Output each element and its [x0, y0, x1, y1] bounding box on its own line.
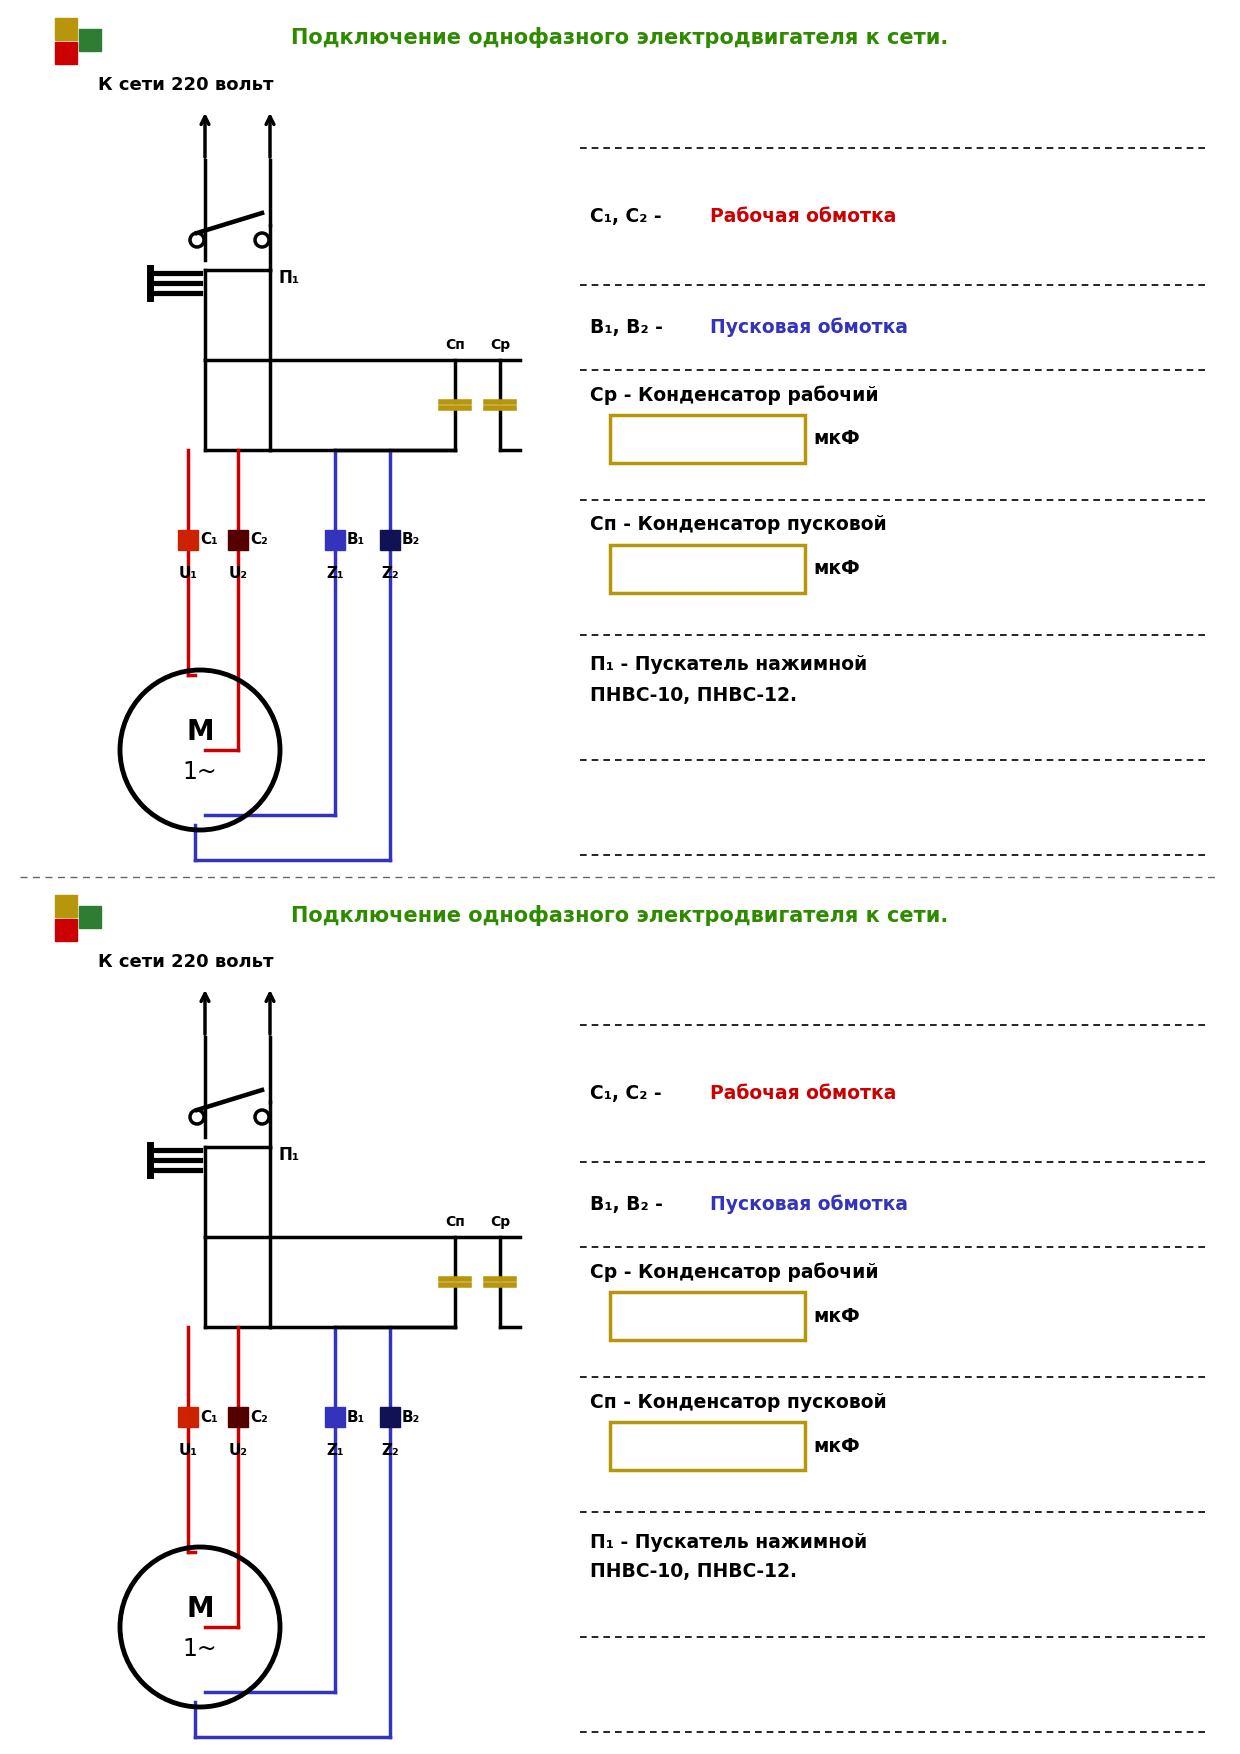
Text: Ср - Конденсатор рабочий: Ср - Конденсатор рабочий: [590, 1263, 879, 1282]
Text: Z₁: Z₁: [326, 567, 343, 581]
Text: С₁: С₁: [200, 1410, 218, 1424]
Bar: [55, 18, 77, 40]
Bar: [610, 1293, 805, 1340]
Text: Подключение однофазного электродвигателя к сети.: Подключение однофазного электродвигателя…: [291, 28, 949, 49]
Text: В₂: В₂: [402, 533, 420, 547]
Text: Сп: Сп: [445, 339, 465, 353]
Bar: [325, 530, 345, 551]
Text: Z₂: Z₂: [381, 567, 399, 581]
Text: Ср: Ср: [490, 339, 510, 353]
Bar: [55, 895, 77, 917]
Text: U₁: U₁: [179, 567, 197, 581]
Text: Пусковая обмотка: Пусковая обмотка: [711, 1194, 908, 1214]
Text: В₁: В₁: [347, 533, 366, 547]
Text: П₁: П₁: [278, 268, 299, 288]
Text: Ср - Конденсатор рабочий: Ср - Конденсатор рабочий: [590, 386, 879, 405]
Text: П₁ - Пускатель нажимной: П₁ - Пускатель нажимной: [590, 656, 867, 675]
Text: Подключение однофазного электродвигателя к сети.: Подключение однофазного электродвигателя…: [291, 905, 949, 926]
Bar: [379, 530, 401, 551]
Text: Сп - Конденсатор пусковой: Сп - Конденсатор пусковой: [590, 1393, 887, 1412]
Bar: [379, 1407, 401, 1428]
Text: мкФ: мкФ: [813, 560, 859, 579]
Bar: [79, 30, 100, 51]
Text: С₁, С₂ -: С₁, С₂ -: [590, 207, 668, 226]
Bar: [55, 919, 77, 940]
Bar: [610, 1422, 805, 1470]
Text: С₁: С₁: [200, 533, 218, 547]
Text: Z₂: Z₂: [381, 1444, 399, 1458]
Text: П₁: П₁: [278, 1145, 299, 1165]
Bar: [228, 1407, 248, 1428]
Text: мкФ: мкФ: [813, 1437, 859, 1456]
Text: Пусковая обмотка: Пусковая обмотка: [711, 317, 908, 337]
Text: Рабочая обмотка: Рабочая обмотка: [711, 1084, 897, 1103]
Text: U₂: U₂: [228, 567, 248, 581]
Text: В₁, В₂ -: В₁, В₂ -: [590, 1194, 670, 1214]
Text: В₁, В₂ -: В₁, В₂ -: [590, 317, 670, 337]
Bar: [179, 1407, 198, 1428]
Bar: [325, 1407, 345, 1428]
Text: мкФ: мкФ: [813, 430, 859, 449]
Text: Ср: Ср: [490, 1216, 510, 1230]
Text: С₁, С₂ -: С₁, С₂ -: [590, 1084, 668, 1103]
Text: U₂: U₂: [228, 1444, 248, 1458]
Text: С₂: С₂: [250, 533, 268, 547]
Text: К сети 220 вольт: К сети 220 вольт: [98, 75, 274, 95]
Text: В₂: В₂: [402, 1410, 420, 1424]
Text: Рабочая обмотка: Рабочая обмотка: [711, 207, 897, 226]
Bar: [179, 530, 198, 551]
Text: Сп - Конденсатор пусковой: Сп - Конденсатор пусковой: [590, 516, 887, 535]
Text: M: M: [186, 1594, 213, 1622]
Text: мкФ: мкФ: [813, 1307, 859, 1326]
Text: Z₁: Z₁: [326, 1444, 343, 1458]
Text: ПНВС-10, ПНВС-12.: ПНВС-10, ПНВС-12.: [590, 1563, 797, 1582]
Text: ПНВС-10, ПНВС-12.: ПНВС-10, ПНВС-12.: [590, 686, 797, 705]
Text: В₁: В₁: [347, 1410, 366, 1424]
Text: Сп: Сп: [445, 1216, 465, 1230]
Bar: [610, 416, 805, 463]
Text: 1~: 1~: [182, 759, 217, 784]
Bar: [55, 42, 77, 63]
Bar: [228, 530, 248, 551]
Text: 1~: 1~: [182, 1636, 217, 1661]
Text: С₂: С₂: [250, 1410, 268, 1424]
Bar: [610, 545, 805, 593]
Text: M: M: [186, 717, 213, 745]
Bar: [79, 907, 100, 928]
Text: П₁ - Пускатель нажимной: П₁ - Пускатель нажимной: [590, 1533, 867, 1552]
Text: U₁: U₁: [179, 1444, 197, 1458]
Text: К сети 220 вольт: К сети 220 вольт: [98, 952, 274, 972]
